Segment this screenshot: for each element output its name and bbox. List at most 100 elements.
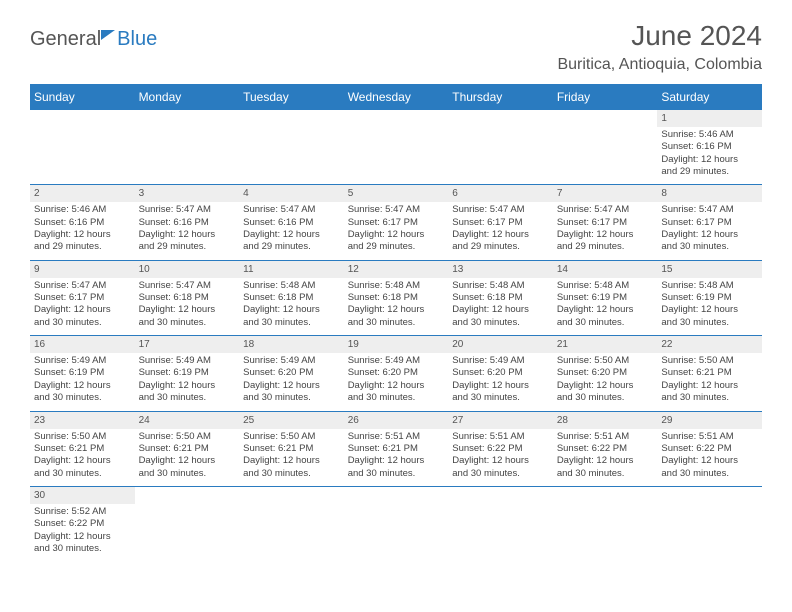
sunset-text: Sunset: 6:17 PM — [348, 217, 445, 229]
sunset-text: Sunset: 6:16 PM — [243, 217, 340, 229]
day1-text: Daylight: 12 hours — [243, 455, 340, 467]
sunrise-text: Sunrise: 5:50 AM — [661, 355, 758, 367]
day-cell: Sunrise: 5:49 AMSunset: 6:19 PMDaylight:… — [135, 353, 240, 411]
day2-text: and 29 minutes. — [243, 241, 340, 253]
day2-text: and 29 minutes. — [34, 241, 131, 253]
daynum-row: 1 — [30, 110, 762, 127]
logo-sail-icon — [101, 30, 115, 40]
day-cell: Sunrise: 5:48 AMSunset: 6:18 PMDaylight:… — [239, 278, 344, 336]
sunrise-text: Sunrise: 5:51 AM — [661, 431, 758, 443]
day2-text: and 30 minutes. — [243, 317, 340, 329]
day-cell: Sunrise: 5:50 AMSunset: 6:21 PMDaylight:… — [30, 429, 135, 487]
day-cell: Sunrise: 5:48 AMSunset: 6:19 PMDaylight:… — [553, 278, 658, 336]
day2-text: and 29 minutes. — [139, 241, 236, 253]
day-cell: Sunrise: 5:46 AMSunset: 6:16 PMDaylight:… — [30, 202, 135, 260]
sunset-text: Sunset: 6:17 PM — [452, 217, 549, 229]
day-cell — [239, 504, 344, 561]
sunrise-text: Sunrise: 5:47 AM — [34, 280, 131, 292]
day-number: 18 — [239, 336, 344, 354]
day1-text: Daylight: 12 hours — [661, 455, 758, 467]
sunrise-text: Sunrise: 5:47 AM — [348, 204, 445, 216]
day-number: 15 — [657, 260, 762, 278]
sunset-text: Sunset: 6:18 PM — [139, 292, 236, 304]
sunrise-text: Sunrise: 5:49 AM — [348, 355, 445, 367]
day2-text: and 30 minutes. — [139, 468, 236, 480]
sunrise-text: Sunrise: 5:49 AM — [139, 355, 236, 367]
sunrise-text: Sunrise: 5:52 AM — [34, 506, 131, 518]
day2-text: and 30 minutes. — [139, 317, 236, 329]
day-cell: Sunrise: 5:46 AMSunset: 6:16 PMDaylight:… — [657, 127, 762, 185]
day-number: 21 — [553, 336, 658, 354]
info-row: Sunrise: 5:52 AMSunset: 6:22 PMDaylight:… — [30, 504, 762, 561]
sunset-text: Sunset: 6:16 PM — [34, 217, 131, 229]
info-row: Sunrise: 5:47 AMSunset: 6:17 PMDaylight:… — [30, 278, 762, 336]
day2-text: and 30 minutes. — [557, 468, 654, 480]
day-number: 1 — [657, 110, 762, 127]
day-cell — [448, 504, 553, 561]
day2-text: and 30 minutes. — [34, 392, 131, 404]
sunset-text: Sunset: 6:17 PM — [557, 217, 654, 229]
day1-text: Daylight: 12 hours — [661, 229, 758, 241]
sunset-text: Sunset: 6:21 PM — [243, 443, 340, 455]
sunset-text: Sunset: 6:19 PM — [34, 367, 131, 379]
sunset-text: Sunset: 6:20 PM — [348, 367, 445, 379]
sunset-text: Sunset: 6:18 PM — [348, 292, 445, 304]
day2-text: and 30 minutes. — [452, 468, 549, 480]
day-number: 4 — [239, 185, 344, 203]
day-cell: Sunrise: 5:50 AMSunset: 6:21 PMDaylight:… — [657, 353, 762, 411]
day-cell: Sunrise: 5:48 AMSunset: 6:18 PMDaylight:… — [448, 278, 553, 336]
day-number: 24 — [135, 411, 240, 429]
sunset-text: Sunset: 6:21 PM — [348, 443, 445, 455]
day-cell — [30, 127, 135, 185]
sunset-text: Sunset: 6:16 PM — [139, 217, 236, 229]
day1-text: Daylight: 12 hours — [243, 229, 340, 241]
sunset-text: Sunset: 6:22 PM — [661, 443, 758, 455]
day1-text: Daylight: 12 hours — [661, 304, 758, 316]
day2-text: and 29 minutes. — [557, 241, 654, 253]
day-cell: Sunrise: 5:51 AMSunset: 6:21 PMDaylight:… — [344, 429, 449, 487]
sunset-text: Sunset: 6:20 PM — [452, 367, 549, 379]
weekday-header-row: Sunday Monday Tuesday Wednesday Thursday… — [30, 84, 762, 110]
title-block: June 2024 Buritica, Antioquia, Colombia — [557, 20, 762, 74]
day-cell: Sunrise: 5:47 AMSunset: 6:16 PMDaylight:… — [135, 202, 240, 260]
day-number: 13 — [448, 260, 553, 278]
day-cell: Sunrise: 5:47 AMSunset: 6:17 PMDaylight:… — [657, 202, 762, 260]
sunrise-text: Sunrise: 5:48 AM — [557, 280, 654, 292]
sunrise-text: Sunrise: 5:48 AM — [243, 280, 340, 292]
day1-text: Daylight: 12 hours — [661, 380, 758, 392]
logo: General Blue — [30, 28, 157, 51]
day2-text: and 30 minutes. — [348, 468, 445, 480]
day-number — [448, 110, 553, 127]
daynum-row: 16171819202122 — [30, 336, 762, 354]
day-cell: Sunrise: 5:47 AMSunset: 6:16 PMDaylight:… — [239, 202, 344, 260]
day-number: 2 — [30, 185, 135, 203]
logo-text-blue: Blue — [117, 28, 157, 51]
sunset-text: Sunset: 6:22 PM — [34, 518, 131, 530]
day1-text: Daylight: 12 hours — [452, 304, 549, 316]
day1-text: Daylight: 12 hours — [452, 380, 549, 392]
sunrise-text: Sunrise: 5:49 AM — [452, 355, 549, 367]
info-row: Sunrise: 5:46 AMSunset: 6:16 PMDaylight:… — [30, 127, 762, 185]
day1-text: Daylight: 12 hours — [243, 380, 340, 392]
calendar-table: Sunday Monday Tuesday Wednesday Thursday… — [30, 84, 762, 561]
day-number: 3 — [135, 185, 240, 203]
day-number: 28 — [553, 411, 658, 429]
day-number: 5 — [344, 185, 449, 203]
day-cell — [448, 127, 553, 185]
day1-text: Daylight: 12 hours — [139, 455, 236, 467]
sunrise-text: Sunrise: 5:48 AM — [348, 280, 445, 292]
day2-text: and 30 minutes. — [452, 317, 549, 329]
day-cell: Sunrise: 5:50 AMSunset: 6:20 PMDaylight:… — [553, 353, 658, 411]
sunset-text: Sunset: 6:20 PM — [557, 367, 654, 379]
sunrise-text: Sunrise: 5:51 AM — [452, 431, 549, 443]
day-number: 20 — [448, 336, 553, 354]
day-number — [30, 110, 135, 127]
day1-text: Daylight: 12 hours — [557, 229, 654, 241]
day-number: 27 — [448, 411, 553, 429]
day1-text: Daylight: 12 hours — [452, 455, 549, 467]
sunrise-text: Sunrise: 5:50 AM — [557, 355, 654, 367]
day1-text: Daylight: 12 hours — [34, 380, 131, 392]
day-cell: Sunrise: 5:50 AMSunset: 6:21 PMDaylight:… — [135, 429, 240, 487]
sunrise-text: Sunrise: 5:47 AM — [557, 204, 654, 216]
sunrise-text: Sunrise: 5:49 AM — [34, 355, 131, 367]
